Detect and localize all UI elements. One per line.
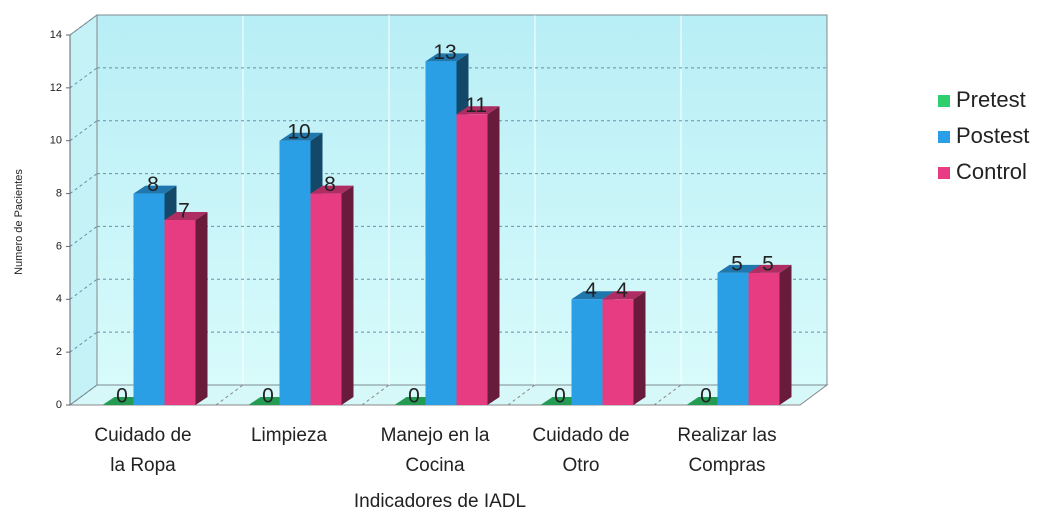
value-label: 8 bbox=[147, 173, 159, 196]
x-tick-line: Otro bbox=[563, 455, 600, 476]
bar-top bbox=[310, 185, 354, 194]
value-label: 0 bbox=[262, 385, 274, 408]
x-tick-line: Cuidado de bbox=[94, 425, 191, 446]
y-tick-label: 2 bbox=[56, 346, 62, 358]
x-axis-title: Indicadores de IADL bbox=[354, 491, 526, 512]
bar-top bbox=[133, 185, 177, 194]
value-label: 10 bbox=[287, 120, 310, 143]
legend-swatch bbox=[938, 131, 950, 143]
value-label: 4 bbox=[585, 279, 597, 302]
y-tick-label: 6 bbox=[56, 240, 62, 252]
x-tick-line: Compras bbox=[688, 455, 765, 476]
value-label: 0 bbox=[554, 385, 566, 408]
value-label: 13 bbox=[433, 41, 456, 64]
bar-top bbox=[602, 291, 646, 300]
bar-top bbox=[571, 291, 615, 300]
x-tick-line: Manejo en la bbox=[381, 425, 490, 446]
x-tick-line: Limpieza bbox=[251, 425, 327, 446]
legend-swatch bbox=[938, 167, 950, 179]
bar-top bbox=[456, 106, 500, 115]
y-tick-label: 14 bbox=[50, 29, 62, 41]
value-label: 4 bbox=[616, 279, 628, 302]
x-tick-label: Manejo en la Cocina bbox=[381, 425, 490, 476]
x-tick-line: la Ropa bbox=[110, 455, 176, 476]
y-tick-label: 0 bbox=[56, 399, 62, 411]
bar-side bbox=[487, 106, 500, 406]
value-label: 5 bbox=[731, 252, 743, 275]
bar-side bbox=[195, 212, 208, 405]
x-tick-line: Realizar las bbox=[677, 425, 776, 446]
bar-side bbox=[341, 185, 354, 405]
y-tick-label: 10 bbox=[50, 135, 62, 147]
x-tick-line: Cuidado de bbox=[532, 425, 629, 446]
y-tick-label: 12 bbox=[50, 82, 62, 94]
bar-top bbox=[717, 264, 761, 273]
bar bbox=[717, 272, 749, 405]
value-label: 11 bbox=[465, 94, 487, 117]
bar bbox=[571, 299, 603, 405]
bar-top bbox=[748, 264, 792, 273]
value-label: 0 bbox=[116, 385, 128, 408]
side-wall bbox=[69, 14, 98, 406]
bar bbox=[279, 140, 311, 405]
x-tick-label: Limpieza bbox=[251, 425, 327, 446]
bar-side bbox=[779, 264, 792, 405]
bar-top bbox=[164, 212, 208, 220]
x-tick-label: Cuidado de la Ropa bbox=[94, 425, 191, 476]
bar-top bbox=[279, 132, 323, 141]
bar bbox=[425, 61, 457, 406]
y-tick-label: 8 bbox=[56, 187, 62, 199]
bar bbox=[164, 220, 196, 405]
value-label: 0 bbox=[408, 385, 420, 408]
bar bbox=[748, 272, 780, 405]
bar bbox=[602, 299, 634, 405]
legend-label: Postest bbox=[956, 123, 1029, 148]
legend-label: Pretest bbox=[956, 87, 1026, 112]
value-label: 0 bbox=[700, 385, 712, 408]
value-label: 8 bbox=[324, 173, 336, 196]
legend-swatch bbox=[938, 95, 950, 107]
value-label: 5 bbox=[762, 252, 774, 275]
x-tick-label: Cuidado de Otro bbox=[532, 425, 629, 476]
bar-side bbox=[633, 291, 646, 405]
y-tick-label: 4 bbox=[56, 293, 62, 305]
bar-top bbox=[425, 53, 469, 62]
value-label: 7 bbox=[178, 200, 190, 223]
x-tick-label: Realizar las Compras bbox=[677, 425, 776, 476]
x-tick-line: Cocina bbox=[405, 455, 465, 476]
bar bbox=[133, 193, 165, 405]
y-axis-title: Numero de Pacientes bbox=[13, 169, 25, 275]
legend-label: Control bbox=[956, 159, 1027, 184]
bar bbox=[310, 193, 342, 405]
bar bbox=[456, 114, 488, 406]
